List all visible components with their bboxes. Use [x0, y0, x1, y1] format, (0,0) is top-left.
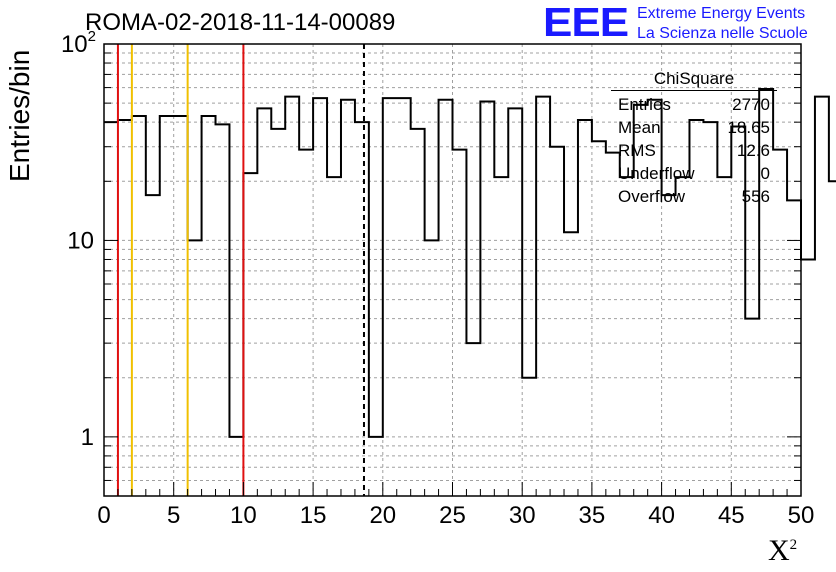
axis-tick-labels: 0 5 10 15 20 25 30 35 40 45 50 1 10 102: [61, 28, 814, 529]
x-tick-label: 10: [230, 502, 257, 529]
stats-row-underflow: Underflow 0: [611, 162, 777, 185]
stats-title: ChiSquare: [611, 68, 777, 91]
y-tick-label: 10: [67, 227, 94, 254]
x-tick-label: 15: [300, 502, 327, 529]
eee-logo: EEE: [543, 0, 629, 46]
x-tick-label: 35: [579, 502, 606, 529]
x-tick-label: 30: [509, 502, 536, 529]
stats-value: 18.65: [727, 118, 770, 137]
stats-label: Entries: [618, 95, 671, 114]
stats-row-entries: Entries 2770: [611, 93, 777, 116]
chart-title: ROMA-02-2018-11-14-00089: [85, 9, 396, 36]
stats-value: 2770: [732, 95, 770, 114]
stats-box: ChiSquare Entries 2770 Mean 18.65 RMS 12…: [611, 68, 777, 208]
stats-label: Overflow: [618, 187, 686, 206]
stats-label: Underflow: [618, 164, 695, 183]
y-axis-label: Entries/bin: [4, 49, 35, 182]
axis-ticks: [103, 43, 802, 496]
x-tick-label: 0: [97, 502, 110, 529]
cut-lines: [116, 44, 365, 496]
x-tick-label: 25: [439, 502, 466, 529]
x-tick-label: 20: [369, 502, 396, 529]
stats-value: 556: [741, 187, 770, 206]
y-tick-label: 1: [81, 424, 94, 451]
stats-value: 12.6: [736, 141, 770, 160]
stats-row-mean: Mean 18.65: [611, 116, 777, 139]
stats-row-rms: RMS 12.6: [611, 139, 777, 162]
x-tick-label: 50: [788, 502, 815, 529]
stats-row-overflow: Overflow 556: [611, 185, 777, 208]
x-tick-label: 45: [718, 502, 745, 529]
stats-value: 0: [760, 164, 770, 183]
y-tick-label: 102: [61, 28, 96, 58]
x-tick-label: 5: [167, 502, 180, 529]
stats-label: RMS: [618, 141, 656, 160]
stats-label: Mean: [618, 118, 661, 137]
logo-line-1: Extreme Energy Events: [637, 5, 806, 22]
x-tick-label: 40: [648, 502, 675, 529]
logo-line-2: La Scienza nelle Scuole: [637, 25, 808, 42]
x-axis-label: X2: [768, 534, 798, 567]
